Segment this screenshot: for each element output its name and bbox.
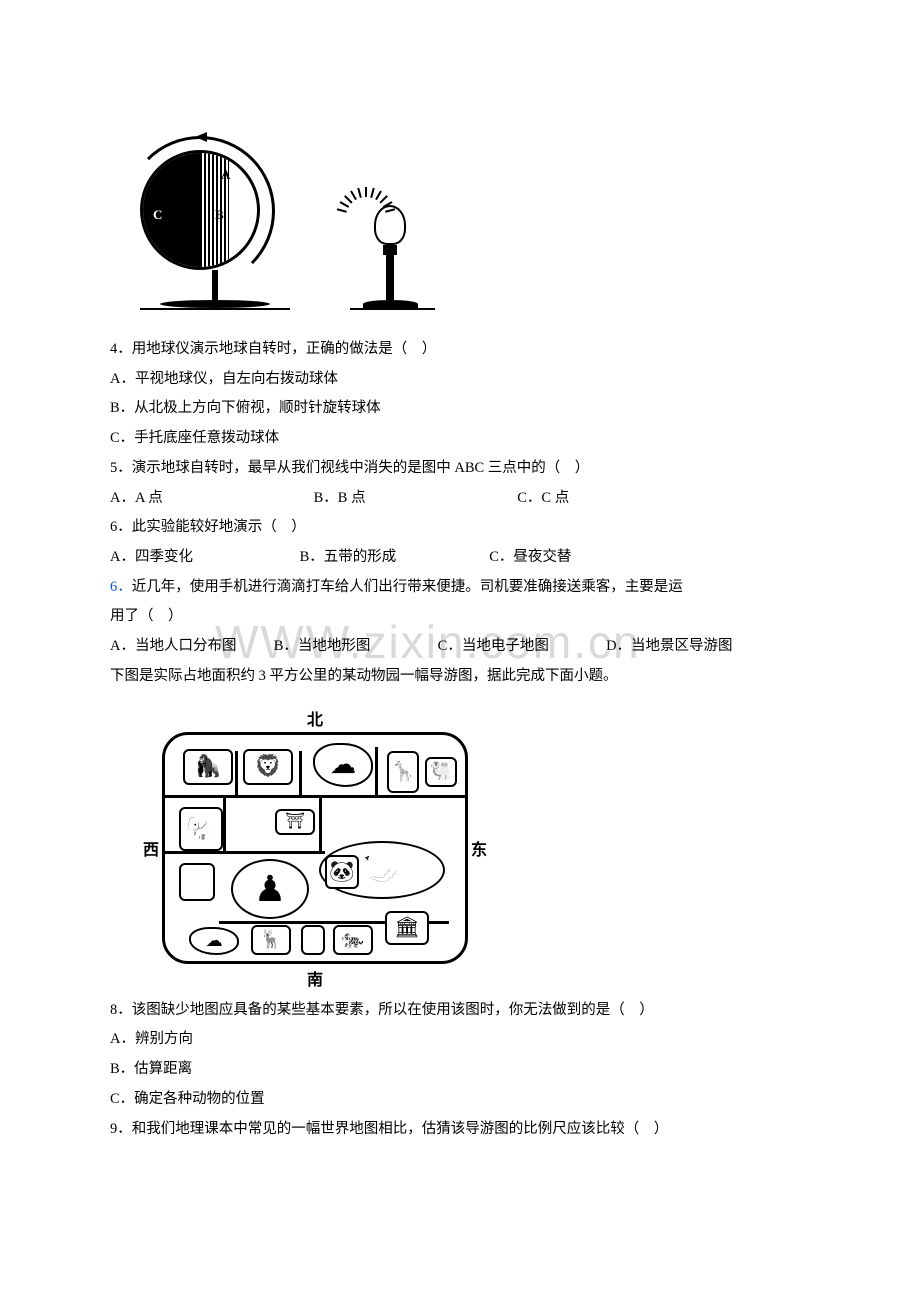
zoo-cell: 🦁	[243, 749, 293, 785]
q8-option-b: B．估算距离	[110, 1055, 810, 1085]
zoo-animal-icon: 🏛	[394, 915, 420, 940]
zoo-intro: 下图是实际占地面积约 3 平方公里的某动物园一幅导游图，据此完成下面小题。	[110, 662, 810, 692]
zoo-animal-icon: ♟	[254, 868, 286, 910]
zoo-cell: 🦌	[251, 925, 291, 955]
zoo-animal-icon: ☁	[206, 930, 223, 951]
q6a-options: A．四季变化 B．五带的形成 C．昼夜交替	[110, 543, 810, 573]
q6b-option-b: B．当地地形图	[274, 632, 371, 662]
zoo-cell: 🐼	[325, 855, 359, 889]
q8-option-a: A．辨别方向	[110, 1025, 810, 1055]
q5-option-c: C．C 点	[517, 484, 569, 514]
zoo-cell: ☁	[313, 743, 373, 787]
zoo-label-south: 南	[140, 966, 490, 990]
zoo-animal-icon: 🐘	[185, 813, 218, 844]
zoo-path	[235, 751, 238, 795]
zoo-animal-icon: 🐫	[430, 761, 452, 782]
q6b-number: 6．	[110, 579, 132, 595]
q8-option-c: C．确定各种动物的位置	[110, 1085, 810, 1115]
globe-label-c: C	[153, 207, 162, 223]
zoo-cell	[301, 925, 325, 955]
zoo-map: 🦍 🦁 ☁ 🦒 🐫 🐘 ⛩ ♟ 🦢🐼 🏛 ☁ 🦌 🐅	[162, 732, 468, 964]
zoo-path	[223, 797, 226, 853]
zoo-animal-icon: 🐼	[329, 859, 354, 884]
zoo-cell: 🏛	[385, 911, 429, 945]
q5-option-a: A．A 点	[110, 484, 310, 514]
zoo-path	[165, 795, 468, 798]
zoo-path	[299, 751, 302, 795]
zoo-label-east: 东	[468, 836, 490, 860]
q8-stem: 8．该图缺少地图应具备的某些基本要素，所以在使用该图时，你无法做到的是（ ）	[110, 996, 810, 1026]
q6b-stem-line1: 6．近几年，使用手机进行滴滴打车给人们出行带来便捷。司机要准确接送乘客，主要是运	[110, 573, 810, 603]
zoo-label-north: 北	[140, 706, 490, 730]
zoo-cell: ☁	[189, 927, 239, 955]
q6b-option-d: D．当地景区导游图	[606, 632, 732, 662]
zoo-cell: 🐅	[333, 925, 373, 955]
q9-stem: 9．和我们地理课本中常见的一幅世界地图相比，估猜该导游图的比例尺应该比较（ ）	[110, 1115, 810, 1145]
zoo-path	[375, 747, 378, 795]
lamp-base	[363, 300, 418, 308]
globe-base	[160, 300, 270, 308]
q6a-stem: 6．此实验能较好地演示（ ）	[110, 513, 810, 543]
bulb-icon	[374, 205, 406, 245]
q6b-option-a: A．当地人口分布图	[110, 632, 236, 662]
zoo-animal-icon: 🦒	[391, 760, 415, 784]
q6b-options: A．当地人口分布图 B．当地地形图 C．当地电子地图 D．当地景区导游图	[110, 632, 810, 662]
globe-base-line	[140, 308, 290, 310]
globe-label-a: A	[221, 167, 230, 183]
zoo-animal-icon: 🦁	[255, 754, 282, 779]
lamp-diagram	[350, 205, 430, 310]
zoo-figure: 北 西 🦍 🦁 ☁ 🦒 🐫 🐘 ⛩ ♟ 🦢🐼 🏛 ☁ 🦌 🐅 东 南	[140, 706, 490, 990]
q4-option-b: B．从北极上方向下俯视，顺时针旋转球体	[110, 394, 810, 424]
globe-diagram: A B C	[140, 150, 290, 310]
zoo-animal-icon: 🦢	[360, 850, 403, 890]
zoo-cell	[179, 863, 215, 901]
globe-circle: A B C	[140, 150, 260, 270]
zoo-label-west: 西	[140, 836, 162, 860]
lamp-base-line	[350, 308, 435, 310]
zoo-animal-icon: 🦍	[195, 754, 222, 779]
q6a-option-c: C．昼夜交替	[489, 543, 571, 573]
zoo-path	[165, 851, 325, 854]
zoo-path	[319, 797, 322, 851]
q4-option-c: C．手托底座任意拨动球体	[110, 424, 810, 454]
q6b-text1: 近几年，使用手机进行滴滴打车给人们出行带来便捷。司机要准确接送乘客，主要是运	[132, 579, 683, 595]
lamp-stem	[386, 255, 394, 300]
q5-option-b: B．B 点	[314, 484, 514, 514]
zoo-animal-icon: 🐅	[342, 929, 364, 950]
zoo-cell: 🦒	[387, 751, 419, 793]
q6a-option-a: A．四季变化	[110, 543, 296, 573]
globe-label-b: B	[215, 207, 224, 223]
zoo-animal-icon: ⛩	[285, 812, 305, 831]
zoo-animal-icon: ☁	[330, 749, 356, 780]
q5-options: A．A 点 B．B 点 C．C 点	[110, 484, 810, 514]
zoo-cell: 🐫	[425, 757, 457, 787]
q5-stem: 5．演示地球自转时，最早从我们视线中消失的是图中 ABC 三点中的（ ）	[110, 454, 810, 484]
q6b-option-c: C．当地电子地图	[438, 632, 549, 662]
zoo-animal-icon: 🦌	[260, 929, 282, 950]
q4-stem: 4．用地球仪演示地球自转时，正确的做法是（ ）	[110, 335, 810, 365]
lamp-neck	[383, 245, 397, 255]
globe-shaded-half	[143, 153, 200, 267]
q6b-stem-line2: 用了（ ）	[110, 602, 810, 632]
globe-arrow-icon	[195, 132, 207, 142]
zoo-cell: ♟	[231, 859, 309, 919]
zoo-cell: 🦍	[183, 749, 233, 785]
figure-globe-lamp: A B C	[110, 120, 450, 310]
zoo-cell: ⛩	[275, 809, 315, 835]
q4-option-a: A．平视地球仪，自左向右拨动球体	[110, 365, 810, 395]
q6a-option-b: B．五带的形成	[300, 543, 486, 573]
zoo-cell: 🐘	[179, 807, 223, 851]
